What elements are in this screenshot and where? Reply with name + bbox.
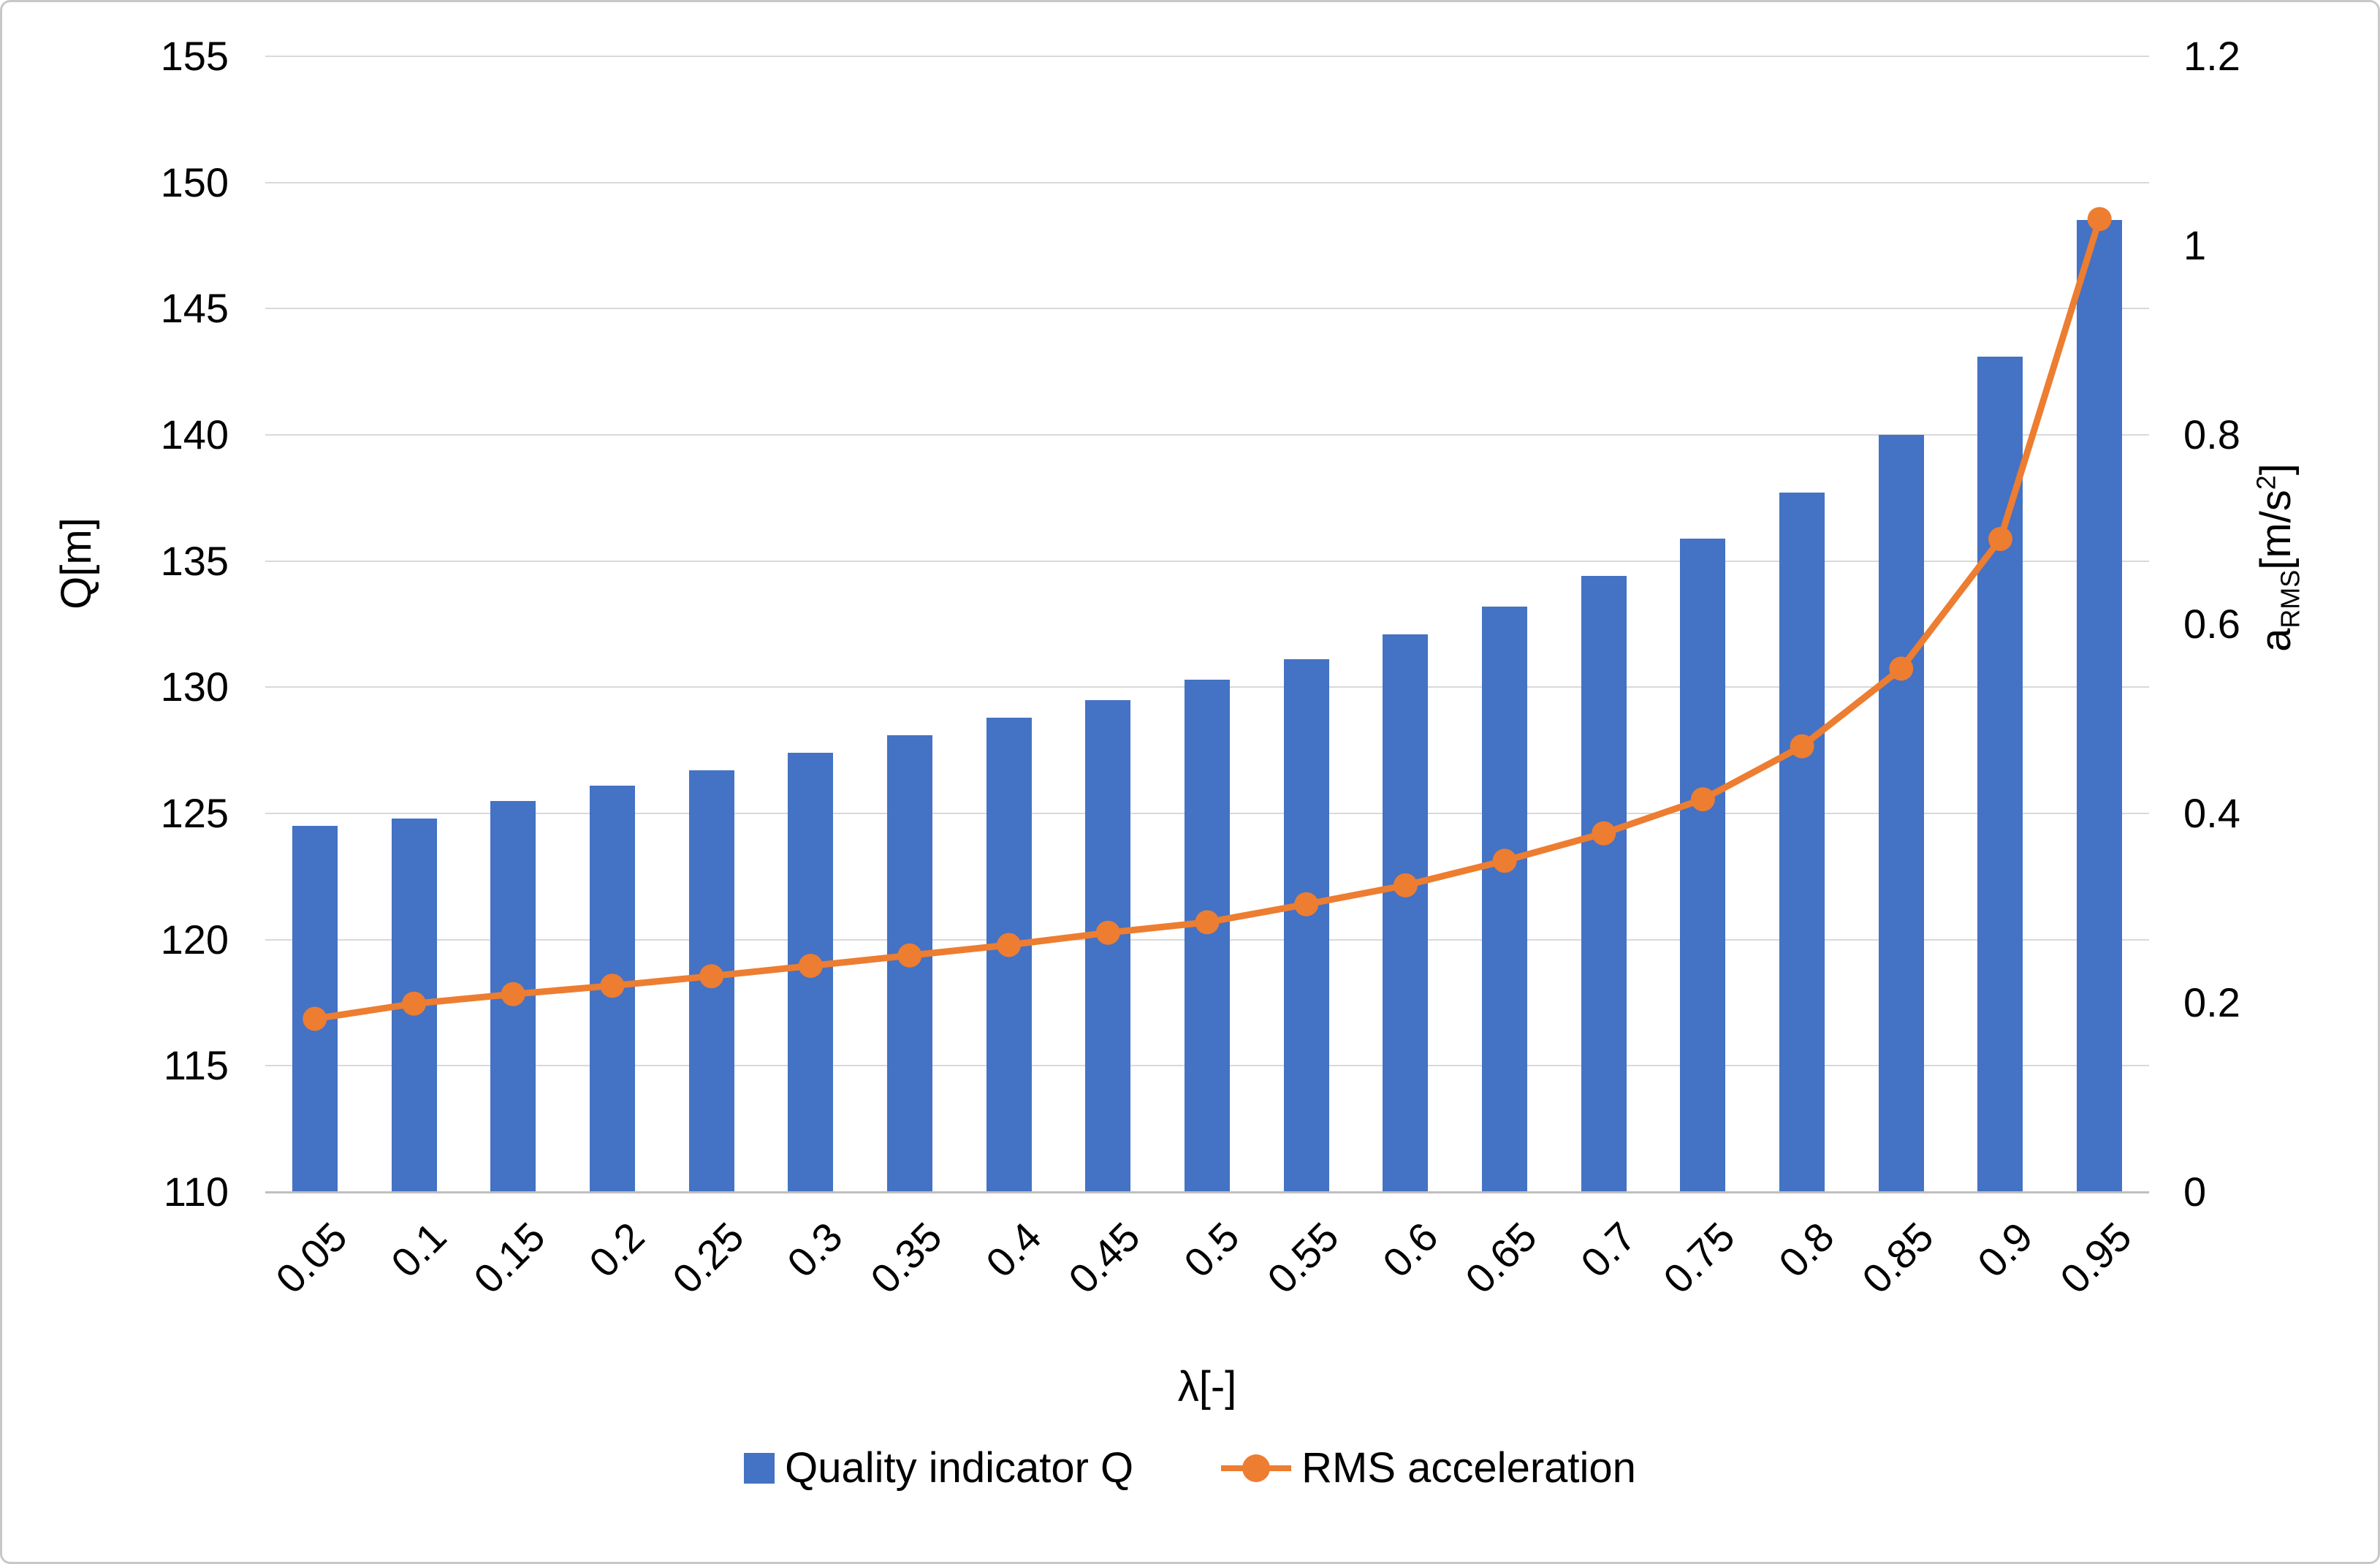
bar-0.45 — [1085, 700, 1130, 1192]
bar-0.8 — [1779, 493, 1825, 1192]
gridline — [265, 56, 2149, 57]
x-axis-tick-label: 0.15 — [465, 1213, 554, 1302]
x-axis-tick-label: 0.35 — [862, 1213, 951, 1302]
left-axis-tick-label: 135 — [160, 537, 229, 584]
rms-marker-0.95 — [2087, 207, 2112, 232]
right-axis-tick-label: 0 — [2183, 1169, 2207, 1215]
rms-marker-0.8 — [1790, 734, 1814, 759]
bar-0.7 — [1581, 576, 1627, 1192]
x-axis-tick-label: 0.5 — [1175, 1213, 1248, 1286]
x-axis-tick-label: 0.75 — [1654, 1213, 1744, 1302]
rms-line — [314, 218, 2103, 1022]
rms-marker-0.1 — [402, 991, 426, 1016]
legend-label-rms: RMS acceleration — [1301, 1444, 1636, 1492]
legend-label-quality: Quality indicator Q — [785, 1444, 1134, 1492]
rms-marker-0.15 — [501, 982, 525, 1006]
right-axis-tick-label: 1.2 — [2183, 33, 2240, 79]
left-axis-tick-label: 130 — [160, 664, 229, 710]
x-axis-tick-label: 0.55 — [1258, 1213, 1347, 1302]
x-axis-tick-label: 0.85 — [1852, 1213, 1942, 1302]
rms-marker-0.85 — [1889, 656, 1914, 681]
left-axis-title: Q[m] — [53, 517, 100, 610]
left-axis-tick-label: 125 — [160, 790, 229, 836]
bar-swatch-icon — [744, 1452, 775, 1484]
right-axis-tick-label: 0.4 — [2183, 790, 2240, 836]
x-axis-tick-label: 0.1 — [381, 1213, 455, 1286]
x-axis-tick-label: 0.3 — [778, 1213, 851, 1286]
rms-marker-0.45 — [1095, 920, 1120, 945]
rms-marker-0.4 — [997, 933, 1022, 957]
legend-item-quality-indicator: Quality indicator Q — [744, 1443, 1133, 1492]
rms-marker-0.3 — [798, 954, 823, 978]
line-series-rms-acceleration — [303, 207, 2112, 1031]
x-axis-tick-label: 0.6 — [1373, 1213, 1447, 1286]
legend: Quality indicator Q RMS acceleration — [2, 1443, 2378, 1492]
left-axis-tick-label: 150 — [160, 159, 229, 205]
x-axis-line — [265, 1191, 2149, 1193]
x-axis-tick-label: 0.65 — [1456, 1213, 1546, 1302]
x-axis-tick-label: 0.2 — [580, 1213, 653, 1286]
right-axis-title: aRMS[m/s2] — [2251, 463, 2305, 652]
gridline — [265, 181, 2149, 183]
x-axis-tick-label: 0.7 — [1571, 1213, 1645, 1286]
left-axis-tick-label: 145 — [160, 285, 229, 332]
rms-marker-0.5 — [1195, 910, 1220, 935]
rms-marker-0.7 — [1592, 821, 1616, 846]
rms-marker-0.75 — [1690, 787, 1715, 812]
rms-marker-0.6 — [1393, 873, 1418, 897]
right-axis-tick-label: 0.2 — [2183, 979, 2240, 1025]
x-axis-tick-label: 0.05 — [266, 1213, 356, 1302]
bar-0.55 — [1284, 659, 1329, 1192]
bar-0.75 — [1680, 539, 1725, 1192]
gridline — [265, 308, 2149, 310]
bar-0.95 — [2077, 220, 2122, 1192]
right-axis-tick-label: 0.8 — [2183, 411, 2240, 458]
plot-area — [265, 56, 2149, 1193]
bar-0.6 — [1383, 634, 1428, 1192]
bar-0.5 — [1185, 680, 1230, 1192]
left-axis-tick-label: 115 — [163, 1042, 229, 1089]
rms-marker-0.55 — [1294, 892, 1319, 916]
x-axis-tick-label: 0.9 — [1968, 1213, 2042, 1286]
left-axis-tick-label: 140 — [160, 411, 229, 458]
rms-marker-0.2 — [600, 973, 625, 998]
gridline — [265, 434, 2149, 436]
left-axis-tick-label: 120 — [160, 916, 229, 963]
x-axis-tick-label: 0.95 — [2051, 1213, 2140, 1302]
x-axis-tick-label: 0.4 — [976, 1213, 1050, 1286]
rms-marker-0.9 — [1988, 527, 2012, 551]
gridline — [265, 560, 2149, 562]
x-axis-tick-label: 0.8 — [1770, 1213, 1843, 1286]
line-marker-swatch-icon — [1221, 1453, 1292, 1484]
x-axis-tick-label: 0.25 — [663, 1213, 753, 1302]
right-axis-tick-label: 0.6 — [2183, 601, 2240, 647]
bar-0.65 — [1482, 607, 1527, 1192]
rms-marker-0.25 — [699, 964, 724, 989]
bar-0.85 — [1879, 435, 1924, 1192]
right-axis-tick-label: 1 — [2183, 222, 2207, 268]
x-axis-title: λ[-] — [1177, 1363, 1237, 1411]
left-axis-tick-label: 110 — [163, 1169, 229, 1215]
rms-marker-0.65 — [1492, 849, 1517, 873]
legend-item-rms-acceleration: RMS acceleration — [1221, 1443, 1636, 1492]
rms-marker-0.35 — [897, 943, 922, 968]
x-axis-tick-label: 0.45 — [1060, 1213, 1149, 1302]
left-axis-tick-label: 155 — [160, 33, 229, 79]
rms-marker-0.05 — [303, 1006, 327, 1031]
